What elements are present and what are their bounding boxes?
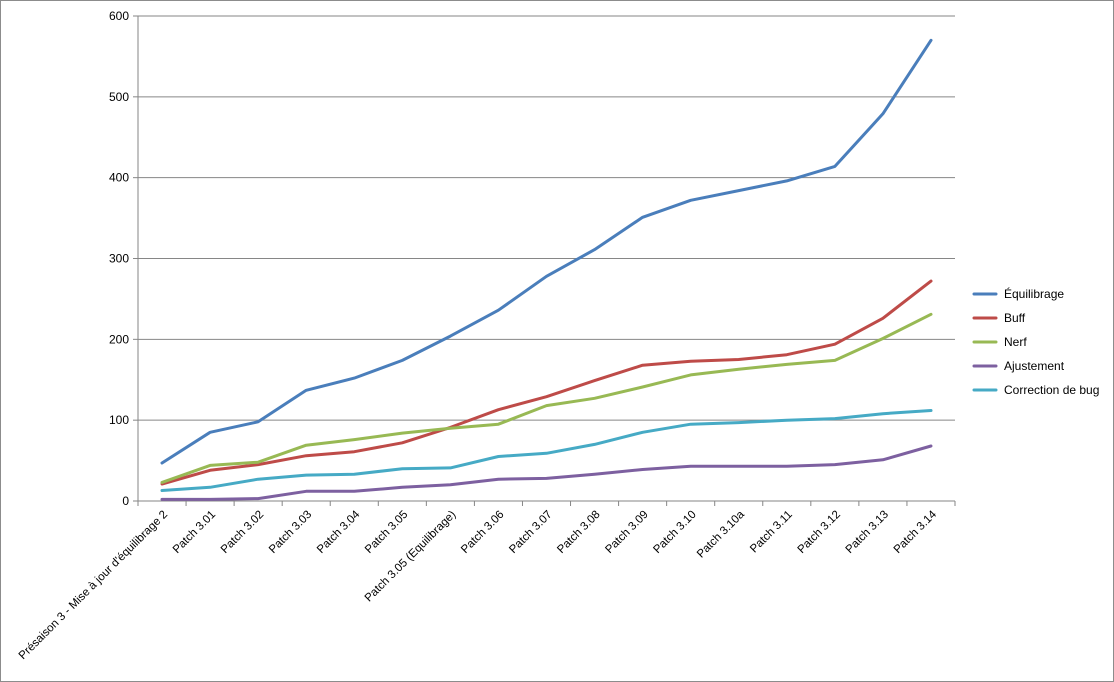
legend-label: Ajustement (1004, 359, 1065, 373)
series-line-0 (160, 38, 933, 465)
series-line-2 (160, 312, 933, 484)
x-tick-label: Patch 3.02 (219, 509, 266, 556)
legend-label: Nerf (1004, 335, 1027, 349)
axes (133, 15, 956, 506)
series-line-3 (160, 444, 933, 501)
y-tick-label: 400 (109, 171, 129, 185)
legend-label: Buff (1004, 311, 1026, 325)
legend: Équilibrage Buff Nerf Ajustement Correction … (972, 286, 1099, 397)
x-tick-label: Patch 3.06 (459, 509, 506, 556)
x-tick-label: Patch 3.07 (507, 509, 554, 556)
x-tick-label: Patch 3.05 (363, 509, 410, 556)
x-tick-label: Patch 3.10 (651, 509, 698, 556)
series-line-4 (160, 409, 933, 492)
y-axis-ticks: 0 100 200 300 400 500 600 (109, 9, 129, 508)
x-tick-label: Patch 3.03 (267, 509, 314, 556)
series-lines (160, 38, 933, 501)
y-tick-label: 500 (109, 90, 129, 104)
x-tick-label: Patch 3.14 (892, 508, 940, 556)
x-axis-ticks: Présaison 3 - Mise à jour d'équilibrage … (17, 508, 940, 662)
x-tick-label: Patch 3.09 (603, 509, 650, 556)
x-tick-label: Patch 3.11 (748, 509, 795, 556)
x-tick-label: Patch 3.08 (555, 509, 602, 556)
x-tick-label: Patch 3.12 (796, 509, 843, 556)
x-tick-label: Patch 3.13 (844, 509, 891, 556)
x-tick-label: Patch 3.01 (171, 509, 218, 556)
y-tick-label: 100 (109, 413, 129, 427)
x-tick-label: Patch 3.04 (315, 508, 363, 556)
x-tick-label: Patch 3.10a (695, 508, 747, 560)
x-tick-label: Présaison 3 - Mise à jour d'équilibrage … (17, 509, 170, 662)
series-line-1 (160, 279, 933, 486)
y-tick-label: 200 (109, 332, 129, 346)
y-tick-label: 600 (109, 9, 129, 23)
legend-label: Correction de bug (1004, 383, 1099, 397)
legend-label: Équilibrage (1004, 286, 1064, 301)
y-tick-label: 0 (122, 494, 129, 508)
y-tick-label: 300 (109, 252, 129, 266)
x-tick-label: Patch 3.05 (Equilibrage) (363, 509, 459, 605)
